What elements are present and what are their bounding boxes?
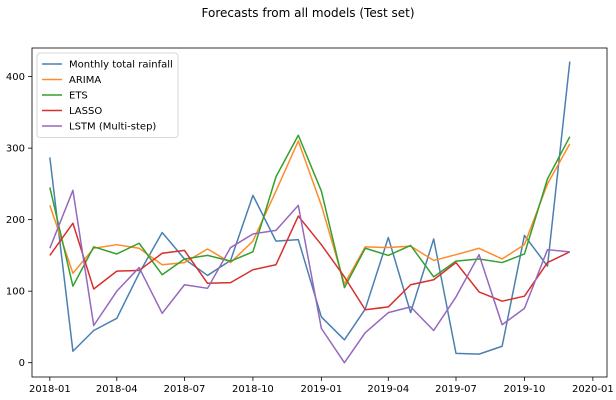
series-layer: [49, 61, 571, 364]
x-tick-label: 2020-01: [572, 384, 614, 395]
x-tick-label: 2018-10: [232, 384, 274, 395]
x-tick-label: 2018-01: [29, 384, 71, 395]
x-tick-label: 2019-10: [504, 384, 546, 395]
y-tick-label: 100: [6, 287, 25, 298]
legend-label-4: LSTM (Multi-step): [69, 122, 156, 133]
series-line-1: [49, 140, 571, 285]
x-tick-label: 2019-04: [367, 384, 409, 395]
y-tick-label: 200: [6, 215, 25, 226]
legend-label-2: ETS: [69, 91, 88, 102]
x-tick-label: 2018-04: [96, 384, 138, 395]
legend-label-1: ARIMA: [69, 75, 101, 86]
y-tick-label: 300: [6, 144, 25, 155]
y-tick-label: 0: [19, 358, 25, 369]
legend: Monthly total rainfall ARIMA ETS LASSO LSTM …: [36, 52, 179, 138]
legend-label-3: LASSO: [69, 106, 102, 117]
x-tick-label: 2019-01: [300, 384, 342, 395]
legend-frame: [36, 52, 179, 138]
x-tick-label: 2019-07: [435, 384, 477, 395]
chart-title: Forecasts from all models (Test set): [202, 6, 415, 20]
x-tick-label: 2018-07: [164, 384, 206, 395]
legend-label-0: Monthly total rainfall: [69, 60, 173, 71]
axis-layer: 2018-01 2018-04 2018-07 2018-10 2019-01 2019-…: [6, 72, 614, 395]
series-line-4: [49, 189, 570, 364]
series-line-2: [49, 134, 571, 289]
y-tick-label: 400: [6, 72, 25, 83]
series-line-0: [49, 61, 571, 355]
